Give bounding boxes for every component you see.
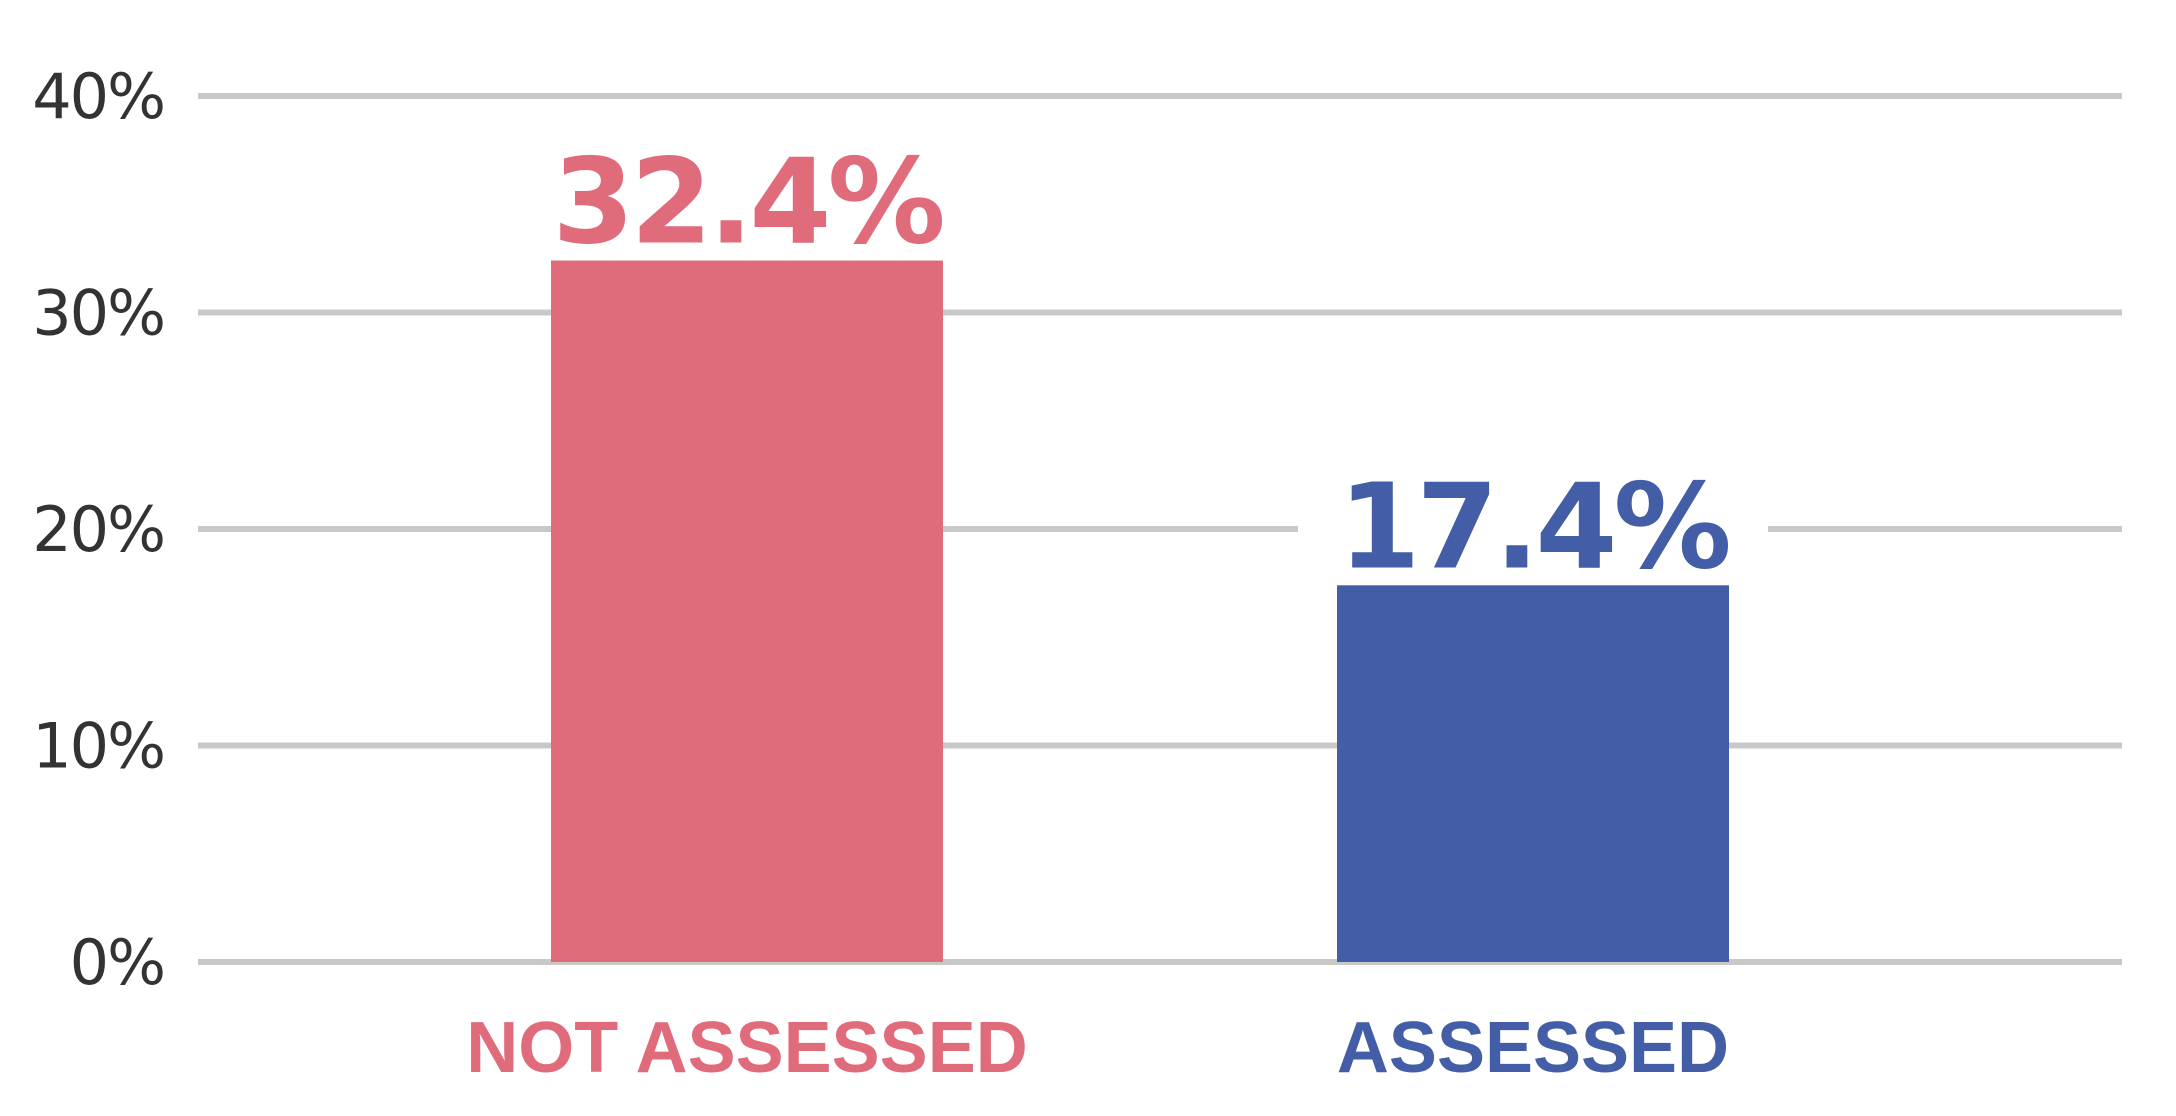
y-tick-label: 10% [32, 710, 164, 783]
category-label: NOT ASSESSED [466, 1008, 1027, 1088]
y-axis-tick-labels: 0% 10% 20% 30% 40% [32, 60, 166, 999]
value-label-background [1298, 461, 1768, 582]
category-label: ASSESSED [1337, 1008, 1729, 1088]
value-label: 17.4% [1338, 457, 1728, 595]
gridlines [198, 93, 2122, 965]
bar [551, 260, 943, 962]
category-labels: NOT ASSESSED ASSESSED [466, 1008, 1729, 1088]
bars [551, 260, 1729, 962]
y-tick-label: 30% [32, 277, 164, 350]
y-tick-label: 0% [70, 926, 164, 999]
value-label-background [512, 136, 982, 257]
y-tick-label: 20% [32, 493, 164, 566]
value-labels: 32.4% 17.4% [512, 133, 1768, 595]
y-tick-label: 40% [32, 60, 164, 133]
bar [1337, 585, 1729, 962]
value-label: 32.4% [552, 133, 942, 271]
